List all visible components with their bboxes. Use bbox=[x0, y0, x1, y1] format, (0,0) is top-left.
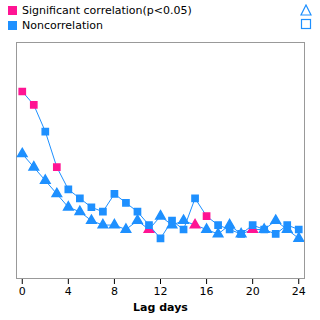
svg-text:24: 24 bbox=[292, 285, 306, 298]
svg-text:20: 20 bbox=[246, 285, 260, 298]
svg-text:16: 16 bbox=[200, 285, 214, 298]
html-text:Significant correlation(p<0.05: Significant correlation(p<0.05) bbox=[22, 4, 192, 17]
html-text:Noncorrelation: Noncorrelation bbox=[22, 19, 103, 32]
svg-text:0: 0 bbox=[19, 285, 26, 298]
svg-text:Lag days: Lag days bbox=[133, 301, 188, 314]
svg-text:4: 4 bbox=[65, 285, 72, 298]
svg-text:12: 12 bbox=[154, 285, 168, 298]
svg-text:8: 8 bbox=[111, 285, 118, 298]
